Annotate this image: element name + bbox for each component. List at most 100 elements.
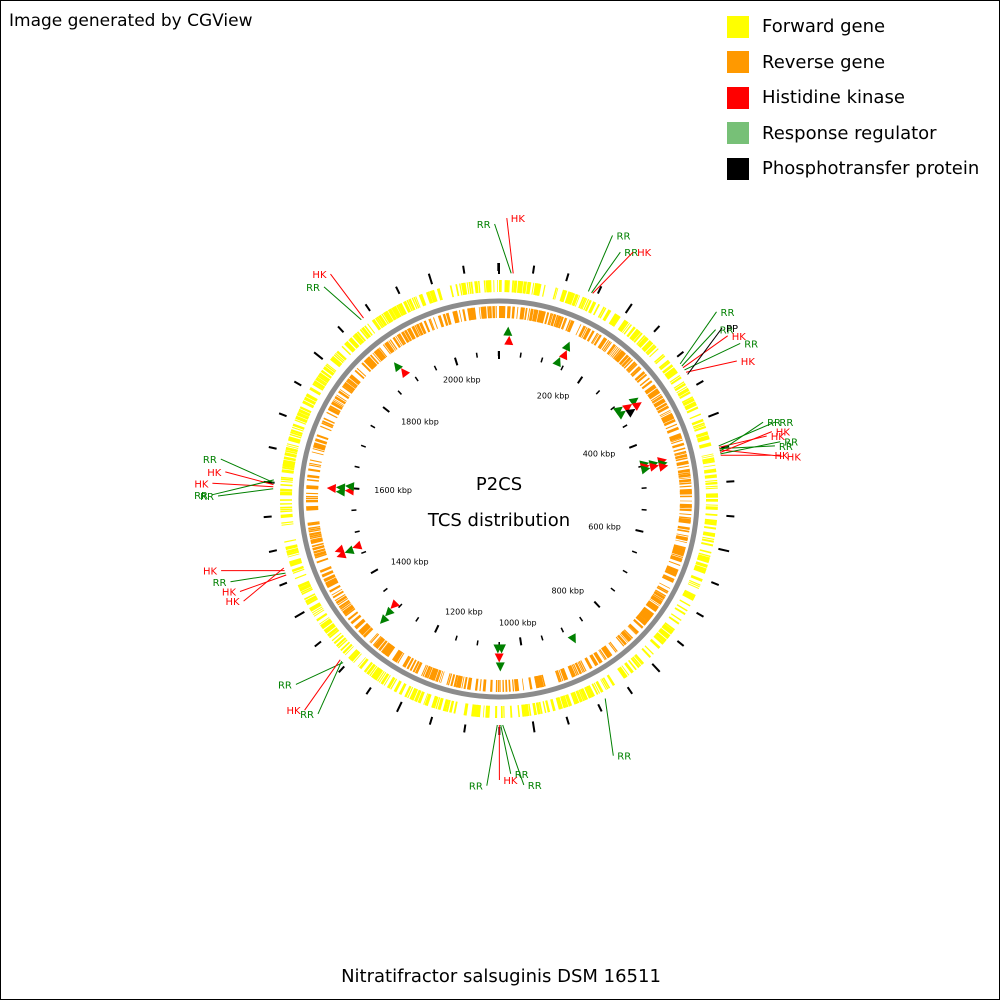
forward-gene-segment bbox=[508, 280, 510, 293]
reverse-gene-segment bbox=[618, 354, 630, 366]
forward-gene-segment bbox=[655, 355, 666, 365]
forward-gene-segment bbox=[286, 445, 299, 449]
reverse-gene-segment bbox=[323, 574, 335, 581]
forward-gene-segment bbox=[290, 431, 303, 437]
outer-tick bbox=[651, 663, 661, 673]
reverse-gene-segment bbox=[680, 495, 693, 498]
legend-swatch-forward-gene bbox=[727, 15, 749, 38]
reverse-gene-segment bbox=[306, 485, 319, 488]
tcs-callout-label: RR bbox=[306, 283, 320, 294]
outer-tick bbox=[710, 581, 720, 586]
forward-gene-segment bbox=[359, 329, 369, 340]
forward-gene-segment bbox=[698, 552, 711, 558]
reverse-gene-segment bbox=[466, 677, 471, 690]
legend-label-response-regulator: Response regulator bbox=[762, 122, 937, 144]
forward-gene-segment bbox=[312, 382, 324, 391]
tcs-callout-label: RR bbox=[477, 220, 491, 231]
forward-gene-segment bbox=[581, 688, 589, 700]
reverse-gene-segment bbox=[666, 566, 678, 574]
tcs-callout-label: RR bbox=[720, 326, 734, 337]
forward-gene-segment bbox=[280, 484, 293, 487]
kbp-tick bbox=[434, 624, 440, 633]
forward-gene-segment bbox=[309, 602, 321, 611]
outer-tick bbox=[268, 549, 278, 553]
reverse-gene-segment bbox=[672, 548, 685, 555]
forward-gene-segment bbox=[310, 387, 322, 394]
tcs-callout-line bbox=[687, 327, 723, 375]
forward-gene-segment bbox=[314, 380, 326, 388]
forward-gene-segment bbox=[538, 701, 543, 714]
outer-tick bbox=[695, 380, 704, 386]
reverse-gene-segment bbox=[578, 661, 586, 673]
forward-gene-segment bbox=[305, 595, 318, 604]
reverse-gene-segment bbox=[593, 334, 602, 346]
forward-gene-segment bbox=[561, 290, 568, 303]
kbp-label: 400 kbp bbox=[583, 449, 616, 458]
forward-gene-segment bbox=[676, 386, 688, 394]
tcs-marker bbox=[390, 599, 400, 609]
forward-gene-segment bbox=[617, 319, 627, 331]
outer-tick bbox=[565, 716, 570, 725]
reverse-gene-segment bbox=[415, 662, 423, 674]
reverse-gene-segment bbox=[615, 351, 626, 362]
reverse-gene-segment bbox=[571, 664, 578, 676]
reverse-gene-segment bbox=[653, 398, 665, 407]
outer-tick bbox=[676, 640, 685, 647]
tcs-callout-label: HK bbox=[287, 706, 302, 717]
reverse-gene-segment bbox=[354, 619, 366, 630]
reverse-gene-segment bbox=[585, 657, 593, 669]
tcs-callout-line bbox=[230, 572, 286, 583]
forward-gene-segment bbox=[650, 638, 661, 649]
kbp-label: 800 kbp bbox=[551, 587, 584, 596]
forward-gene-segment bbox=[520, 281, 524, 294]
forward-gene-segment bbox=[602, 677, 611, 689]
reverse-gene-segment bbox=[676, 533, 689, 537]
forward-gene-segment bbox=[336, 350, 347, 361]
reverse-gene-segment bbox=[309, 459, 322, 463]
forward-gene-segment bbox=[581, 298, 588, 310]
forward-gene-segment bbox=[288, 436, 301, 442]
tcs-marker bbox=[344, 545, 355, 555]
reverse-gene-segment bbox=[392, 336, 401, 349]
kbp-tick bbox=[577, 376, 584, 384]
outer-tick bbox=[708, 411, 720, 418]
forward-gene-segment bbox=[677, 387, 690, 397]
forward-gene-segment bbox=[634, 654, 645, 665]
kbp-tick bbox=[519, 637, 523, 646]
forward-gene-segment bbox=[661, 625, 673, 635]
reverse-gene-segment bbox=[635, 616, 646, 626]
reverse-gene-segment bbox=[521, 307, 525, 320]
forward-gene-segment bbox=[619, 320, 629, 333]
tcs-callout-label: HK bbox=[207, 468, 222, 479]
kbp-tick bbox=[454, 635, 458, 641]
reverse-gene-segment bbox=[575, 662, 583, 675]
forward-gene-segment bbox=[674, 382, 686, 392]
forward-gene-segment bbox=[393, 680, 402, 693]
forward-gene-segment bbox=[471, 704, 476, 717]
forward-gene-segment bbox=[361, 326, 371, 339]
reverse-gene-segment bbox=[562, 668, 569, 680]
forward-gene-segment bbox=[284, 452, 297, 458]
reverse-gene-segment bbox=[314, 553, 327, 559]
reverse-gene-segment bbox=[647, 388, 659, 397]
reverse-gene-segment bbox=[556, 670, 562, 682]
tcs-marker bbox=[344, 482, 355, 492]
reverse-gene-segment bbox=[659, 409, 671, 417]
forward-gene-segment bbox=[283, 459, 296, 464]
reverse-gene-segment bbox=[361, 625, 371, 636]
tcs-callout-line bbox=[719, 449, 783, 457]
reverse-gene-segment bbox=[342, 384, 354, 393]
reverse-gene-segment bbox=[310, 537, 323, 541]
forward-gene-segment bbox=[304, 396, 316, 404]
forward-gene-segment bbox=[470, 281, 474, 294]
outer-tick bbox=[696, 611, 704, 618]
tcs-marker bbox=[612, 406, 623, 416]
reverse-gene-segment bbox=[599, 649, 607, 660]
forward-gene-segment bbox=[349, 650, 360, 661]
tcs-callout-line bbox=[494, 223, 512, 274]
reverse-gene-segment bbox=[321, 422, 333, 429]
tcs-callout-line bbox=[212, 482, 274, 488]
forward-gene-segment bbox=[369, 665, 378, 677]
forward-gene-segment bbox=[562, 695, 569, 708]
tcs-marker bbox=[493, 644, 503, 654]
